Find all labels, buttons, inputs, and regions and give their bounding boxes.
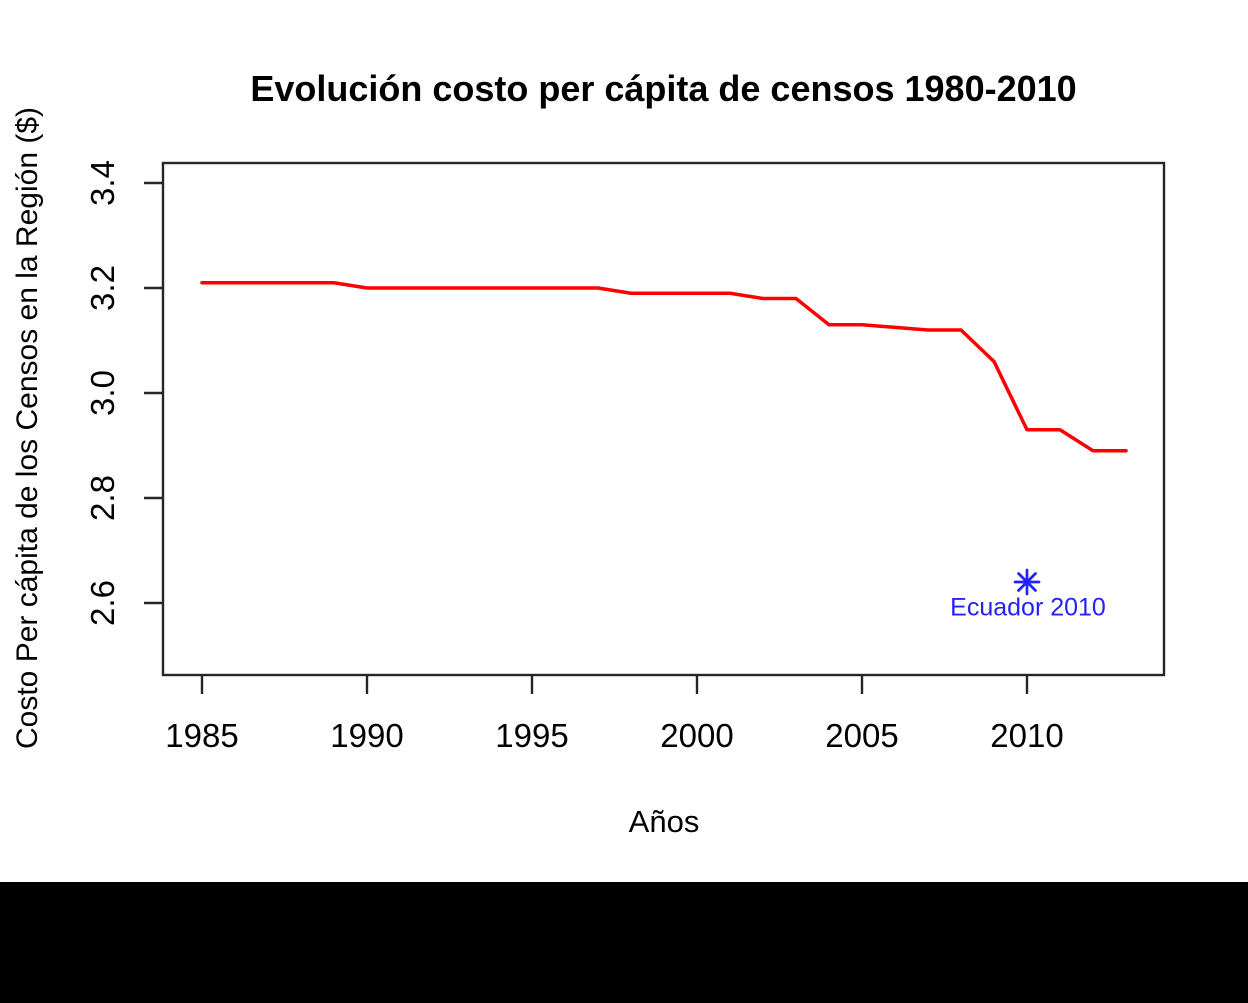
x-tick-label-2010: 2010 bbox=[990, 717, 1064, 754]
chart-title: Evolución costo per cápita de censos 198… bbox=[250, 68, 1077, 109]
series-line-costo-per-capita bbox=[200, 281, 1128, 453]
y-tick-label-3.2: 3.2 bbox=[84, 265, 121, 311]
y-tick-label-3.4: 3.4 bbox=[84, 160, 121, 206]
x-axis-title: Años bbox=[628, 804, 700, 839]
x-tick-label-2000: 2000 bbox=[660, 717, 734, 754]
asterisk-marker-icon bbox=[1017, 572, 1037, 592]
bottom-black-bar bbox=[0, 882, 1248, 1003]
plot-box bbox=[161, 161, 1166, 677]
x-tick-label-2005: 2005 bbox=[825, 717, 899, 754]
y-tick-label-2.6: 2.6 bbox=[84, 580, 121, 626]
annotation-ecuador-2010: Ecuador 2010 bbox=[950, 593, 1106, 622]
x-tick-label-1995: 1995 bbox=[495, 717, 569, 754]
y-tick-label-3.0: 3.0 bbox=[84, 370, 121, 416]
x-tick-label-1990: 1990 bbox=[330, 717, 404, 754]
y-tick-label-2.8: 2.8 bbox=[84, 475, 121, 521]
x-tick-label-1985: 1985 bbox=[165, 717, 239, 754]
